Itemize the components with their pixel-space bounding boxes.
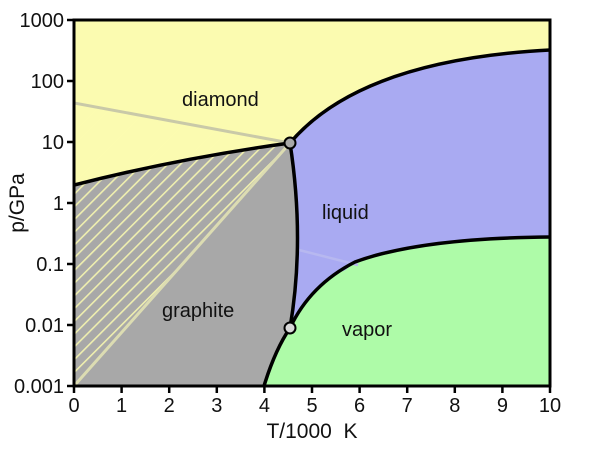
metastable-hatch-right	[298, 250, 358, 300]
region-label-vapor: vapor	[342, 319, 392, 341]
y-axis-title: p/GPa	[6, 173, 29, 233]
x-tick-label: 0	[68, 395, 79, 417]
liquid-region	[290, 50, 550, 328]
diamond-liquid-boundary	[288, 48, 550, 145]
y-tick-label: 1000	[20, 10, 65, 32]
y-tick-label: 0.1	[36, 254, 64, 276]
x-tick-label: 2	[164, 395, 175, 417]
x-tick-label: 7	[402, 395, 413, 417]
x-tick-label: 4	[259, 395, 270, 417]
graphite-liquid-boundary	[288, 142, 300, 329]
x-tick-label: 3	[211, 395, 222, 417]
region-label-graphite: graphite	[162, 300, 234, 322]
graphite-diamond-boundary	[74, 141, 291, 187]
y-axis-ticks: 0.001 0.01 0.1 1 10 100 1000	[14, 10, 74, 398]
y-tick-label: 0.01	[25, 315, 64, 337]
x-tick-label: 6	[354, 395, 365, 417]
x-axis-ticks: 0 1 2 3 4 5 6 7 8 9 10	[68, 386, 561, 417]
region-label-diamond: diamond	[182, 89, 259, 111]
x-tick-label: 5	[306, 395, 317, 417]
liquid-vapor-boundary	[288, 235, 550, 329]
x-tick-label: 8	[449, 395, 460, 417]
triple-point-diamond-graphite-liquid	[283, 136, 297, 150]
y-tick-label: 0.001	[14, 376, 64, 398]
x-tick-label: 10	[539, 395, 561, 417]
x-axis-title: T/1000 K	[266, 420, 357, 443]
y-tick-label: 1	[53, 193, 64, 215]
y-tick-label: 100	[31, 71, 64, 93]
metastable-hatch-right-border	[298, 248, 359, 267]
x-tick-label: 1	[116, 395, 127, 417]
triple-point-graphite-liquid-vapor	[283, 321, 297, 335]
metastable-hatch-left-diagonal	[74, 142, 292, 386]
metastable-hatch-left-border	[74, 101, 291, 145]
y-tick-label: 10	[42, 132, 64, 154]
x-tick-label: 9	[497, 395, 508, 417]
region-label-liquid: liquid	[322, 202, 369, 224]
